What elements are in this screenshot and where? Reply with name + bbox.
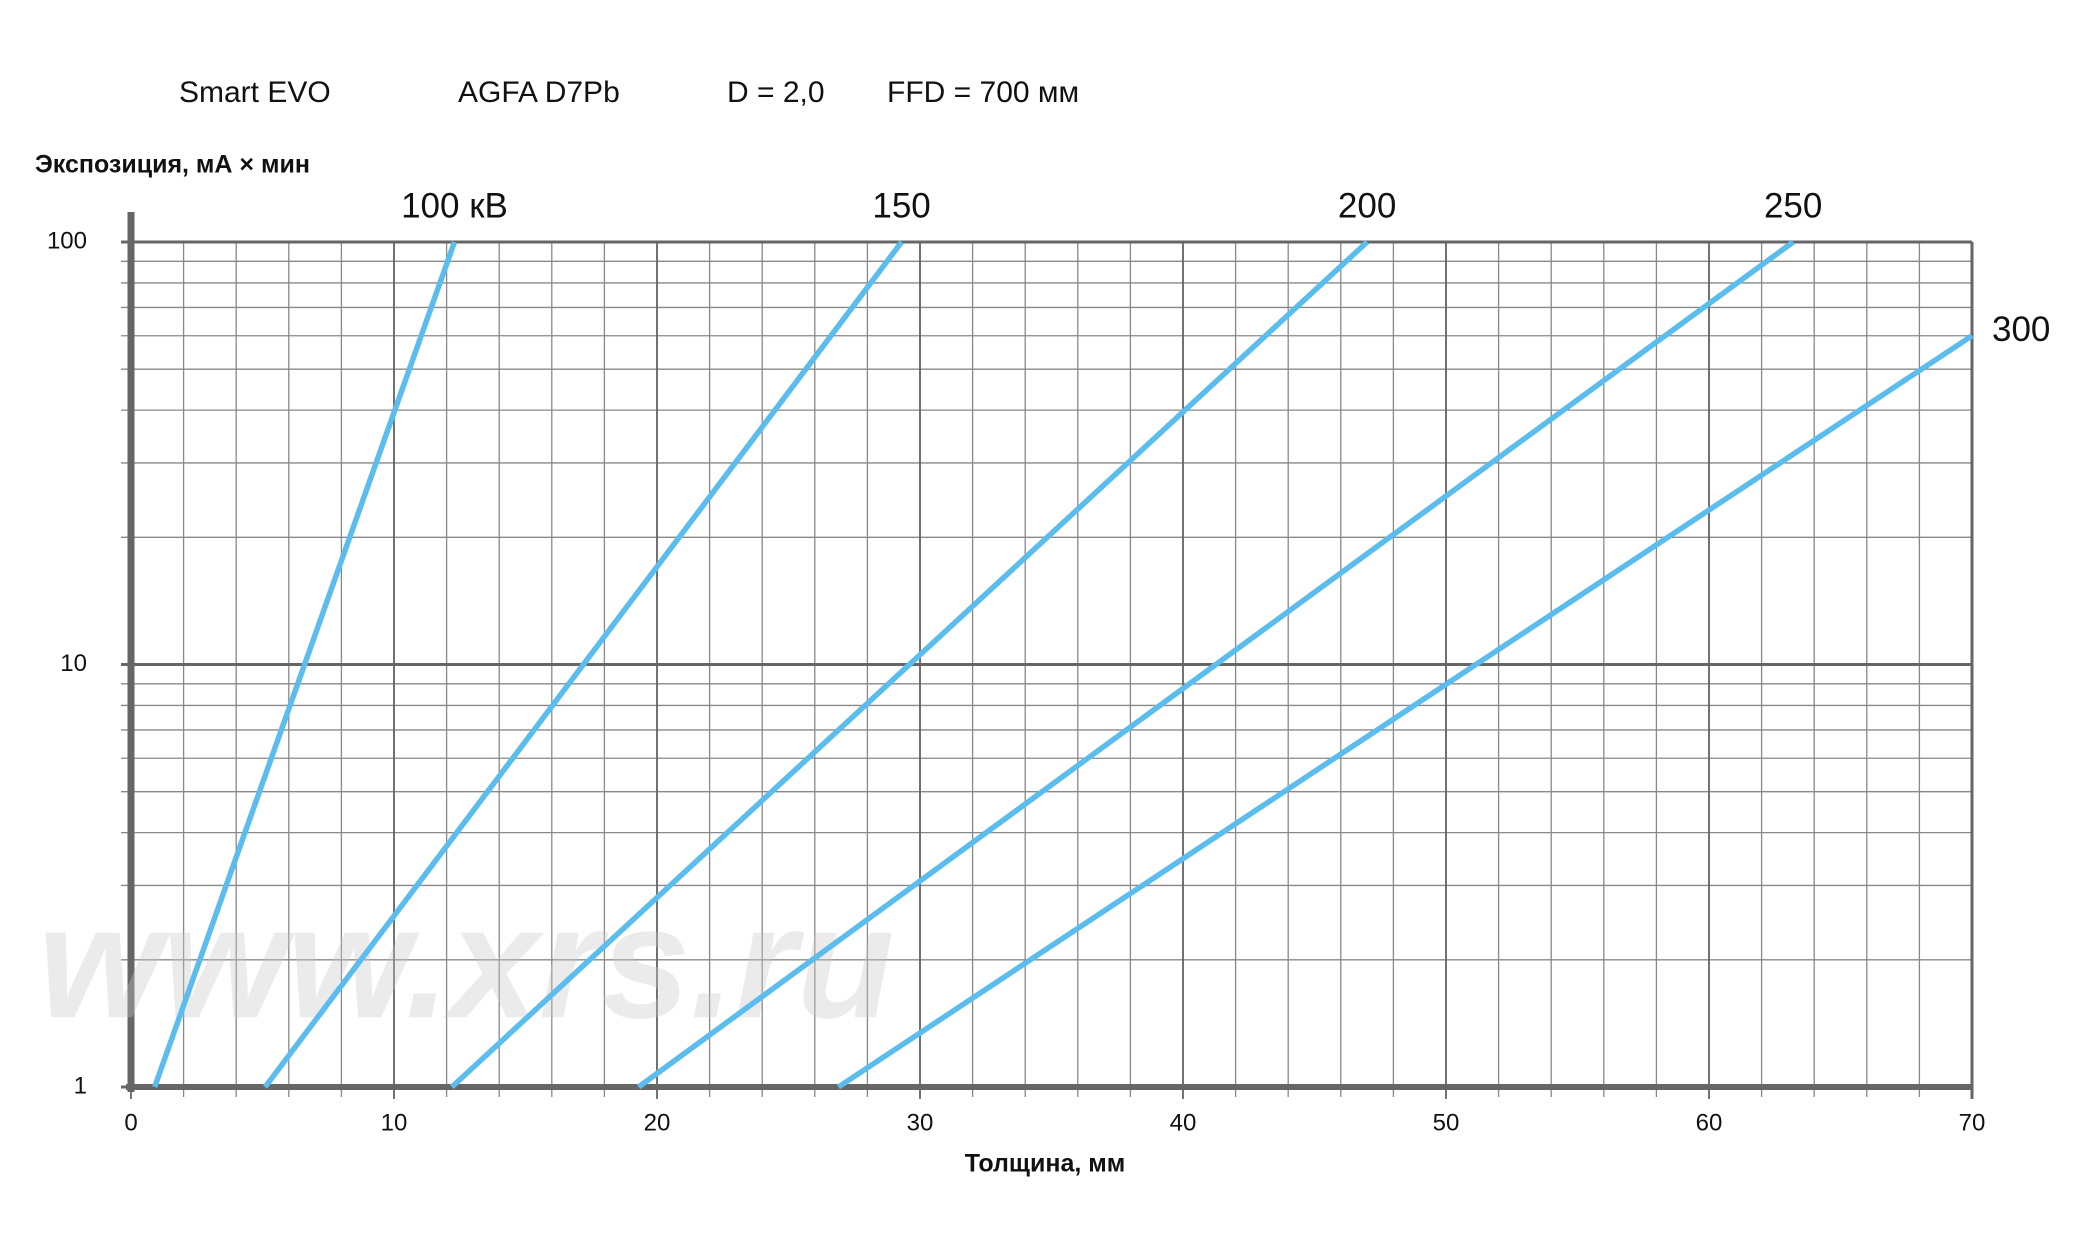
x-tick-label: 10 <box>381 1109 408 1136</box>
x-tick-label: 30 <box>907 1109 934 1136</box>
watermark: www.xrs.ru <box>38 872 895 1051</box>
series-label: 150 <box>872 186 930 225</box>
series-label: 250 <box>1764 186 1822 225</box>
series-line <box>836 333 1974 1090</box>
series-label: 300 <box>1992 310 2050 349</box>
series-line <box>152 241 458 1088</box>
series-label: 100 кВ <box>401 186 508 225</box>
y-tick-label: 100 <box>47 227 87 254</box>
x-tick-label: 70 <box>1959 1109 1986 1136</box>
header-text: D = 2,0 <box>727 76 825 109</box>
x-tick-label: 60 <box>1696 1109 1723 1136</box>
y-axis-label: Экспозиция, мА × мин <box>35 151 310 179</box>
series-line <box>262 240 904 1089</box>
x-tick-label: 50 <box>1433 1109 1460 1136</box>
x-axis-label: Толщина, мм <box>965 1150 1126 1178</box>
header-text: FFD = 700 мм <box>887 76 1079 109</box>
x-tick-label: 0 <box>124 1109 137 1136</box>
y-tick-label: 10 <box>60 650 87 677</box>
series-line <box>449 239 1369 1090</box>
x-tick-label: 20 <box>644 1109 671 1136</box>
y-tick-label: 1 <box>74 1072 87 1099</box>
header-text: Smart EVO <box>179 76 331 109</box>
series-label: 200 <box>1338 186 1396 225</box>
x-tick-label: 40 <box>1170 1109 1197 1136</box>
header-text: AGFA D7Pb <box>458 76 620 109</box>
series-line <box>636 239 1795 1090</box>
